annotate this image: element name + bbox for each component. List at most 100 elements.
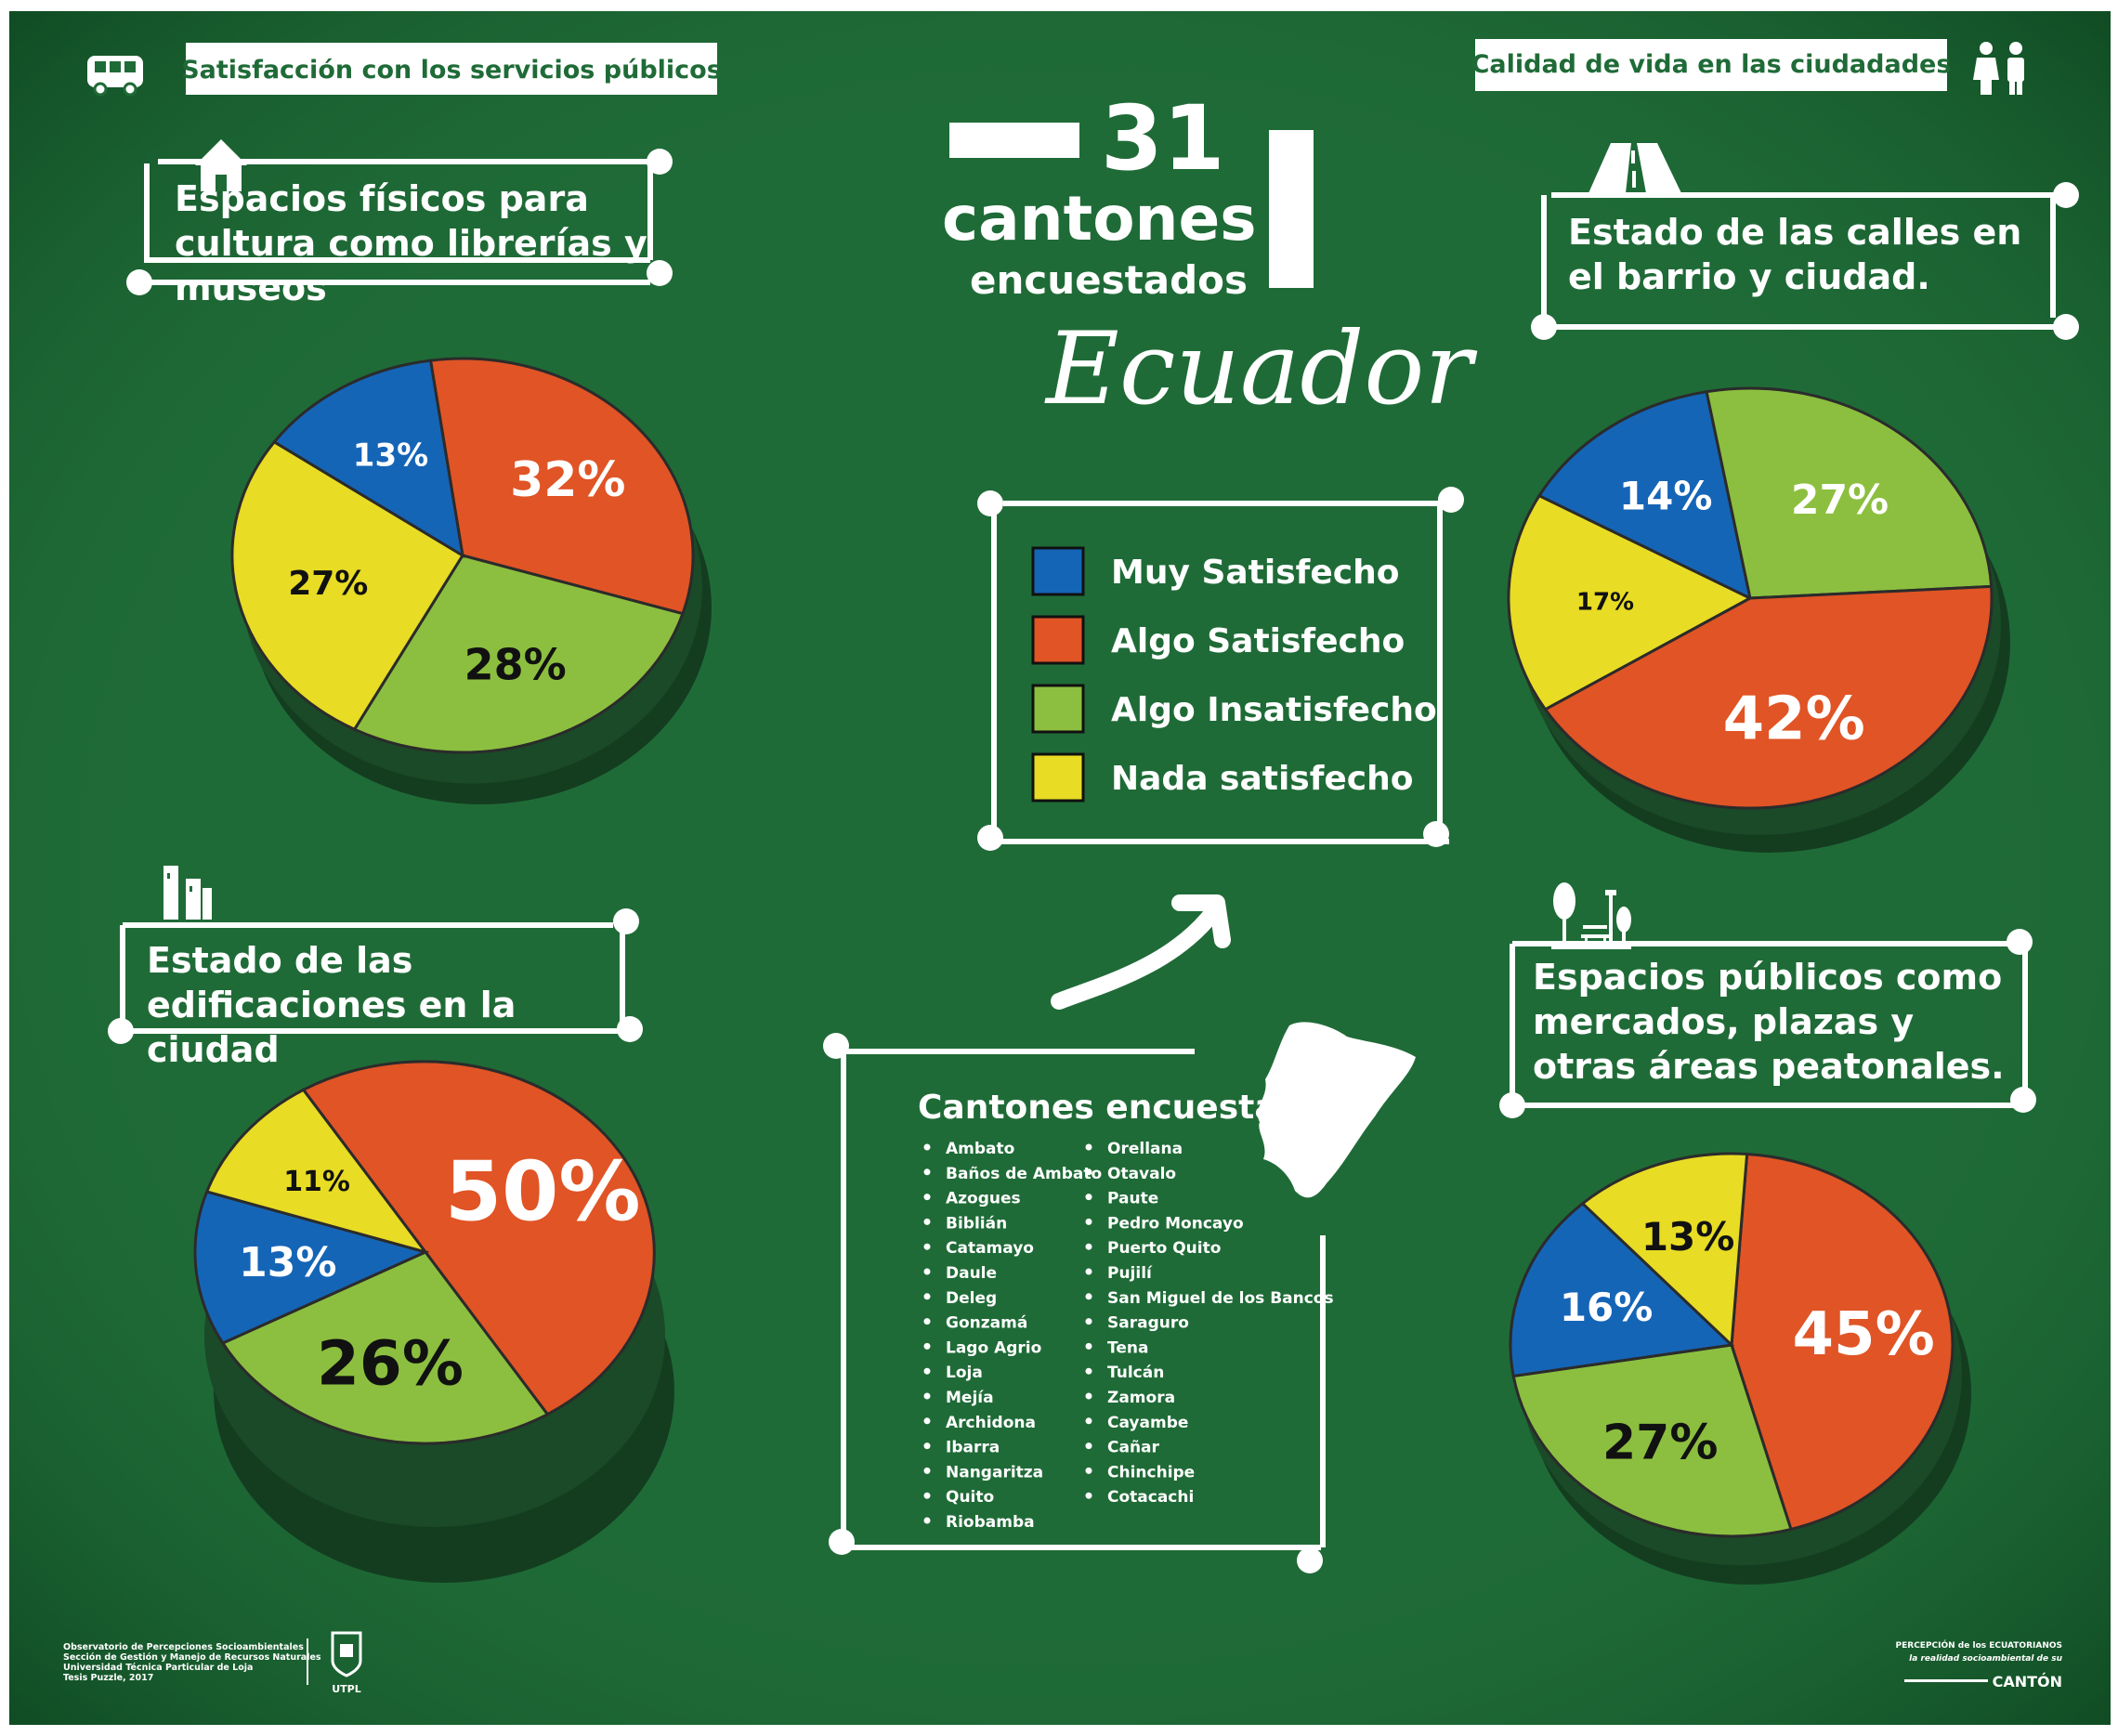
pie-label: 27% [1791,476,1889,524]
bullet [1085,1218,1092,1225]
title-word: cantones [942,183,1257,255]
title-sub: encuestados [970,257,1248,303]
pie-slice [272,359,465,558]
bullet [923,1392,931,1400]
frame-dot [647,260,673,286]
cantones-frame [841,1049,1326,1550]
infographic-board: Satisfacción con los servicios públicos … [9,11,2111,1725]
bullet [923,1293,931,1300]
canton-item: San Miguel de los Bancos [1107,1289,1334,1308]
pie-label: 14% [1619,473,1713,518]
canton-item: Chinchipe [1107,1463,1195,1481]
title-bar-right [1269,130,1314,288]
pie-label: 13% [239,1239,336,1286]
buildings-icon [163,866,212,920]
legend-swatch [1031,546,1085,596]
couple-icon [1973,42,2024,95]
footer-right: PERCEPCIÓN de los ECUATORIANOS la realid… [1896,1639,2063,1690]
bus-icon [87,56,143,97]
bullet [1085,1268,1092,1275]
bullet [1085,1442,1092,1450]
pie-slice [352,554,685,754]
pie-chart-1: 32% 28% 27% 13% [230,357,712,804]
canton-item: Tulcán [1107,1364,1164,1382]
pie-label: 26% [317,1328,464,1400]
legend-label: Algo Insatisfecho [1111,691,1437,729]
header-right-title: Calidad de vida en las ciudadades [1471,50,1952,79]
pie-label: 45% [1793,1300,1935,1369]
bullet [923,1194,931,1201]
pie-slice [220,1250,550,1445]
house-icon [195,139,247,191]
pie-slice [1730,1152,1955,1532]
legend-label: Nada satisfecho [1111,760,1414,798]
pie-slice [1511,1343,1793,1538]
pie-label: 13% [353,437,428,474]
section-label-cultura: Espacios físicos para cultura como libre… [175,178,647,308]
canton-item: Deleg [946,1289,997,1308]
canton-item: Baños de Ambato [946,1165,1102,1183]
canton-item: Cotacachi [1107,1488,1194,1507]
pie-slice [1543,584,1994,810]
bullet [923,1318,931,1325]
canton-item: Azogues [946,1190,1021,1208]
canton-item: Ibarra [946,1439,1000,1457]
park-icon [1551,882,1631,949]
canton-item: Quito [946,1488,994,1507]
bullet [923,1367,931,1375]
footer-right-bottom: CANTÓN [1993,1673,2062,1690]
bullet [1085,1143,1092,1151]
legend-label: Algo Satisfecho [1111,622,1405,660]
header-left-box [186,43,717,95]
pie-label: 11% [283,1166,350,1198]
canton-item: Loja [946,1364,983,1382]
legend-swatch [1031,684,1085,734]
title-bar-left [949,123,1079,158]
canton-item: Ambato [946,1140,1014,1158]
canton-item: Puerto Quito [1107,1239,1221,1258]
bullet [1085,1194,1092,1201]
bullet [923,1492,931,1499]
pie-slice [428,357,695,616]
pie-label: 27% [1602,1415,1718,1470]
bullet [923,1442,931,1450]
bullet [923,1268,931,1275]
bullet [1085,1243,1092,1250]
bullet [1085,1342,1092,1350]
pie-label: 42% [1723,685,1865,754]
pie-slice [230,439,465,732]
pie-slice [1705,386,1994,600]
pie-chart-3: 17% 14% 27% 42% [1507,386,2010,853]
bullet [923,1517,931,1524]
footer-line: Observatorio de Percepciones Socioambien… [63,1642,304,1652]
legend-swatch [1031,615,1085,665]
frame-calles [1541,192,2062,327]
canton-item: Catamayo [946,1239,1034,1258]
legend-swatch [1031,752,1085,803]
header-left-title: Satisfacción con los servicios públicos [181,56,722,85]
cantones-title: Cantones encuestados [918,1089,1344,1127]
bullet [1085,1467,1092,1474]
section-label-calles: Estado de las calles en el barrio y ciud… [1568,212,2022,297]
canton-item: Nangaritza [946,1463,1043,1481]
legend-label: Muy Satisfecho [1111,554,1399,592]
canton-item: Archidona [946,1414,1036,1432]
canton-item: Otavalo [1107,1165,1176,1183]
canton-item: Tena [1107,1338,1148,1357]
pie-label: 32% [510,452,625,508]
canton-item: Mejía [946,1389,994,1407]
pie-slice [1580,1152,1749,1349]
legend: Muy Satisfecho Algo Satisfecho Algo Insati… [1031,546,1437,803]
canton-item: Orellana [1107,1140,1183,1158]
pie-label: 28% [464,640,567,690]
canton-item: Lago Agrio [946,1338,1041,1357]
bullet [923,1168,931,1176]
canton-item: Biblián [946,1214,1007,1233]
footer-line: Sección de Gestión y Manejo de Recursos … [63,1652,321,1663]
pie-slice [301,1060,656,1416]
pie-chart-2: 50% 26% 13% 11% [193,1060,674,1583]
pie-slice [1536,389,1753,601]
section-label-edificaciones: Estado de las edificaciones en la ciudad [147,940,516,1070]
frame-edificaciones [120,922,625,1024]
pie-charts: 32% 28% 27% 13% 50% 26% 13% 11% 17% 14% 27% 42% 45% 2… [193,357,2010,1585]
